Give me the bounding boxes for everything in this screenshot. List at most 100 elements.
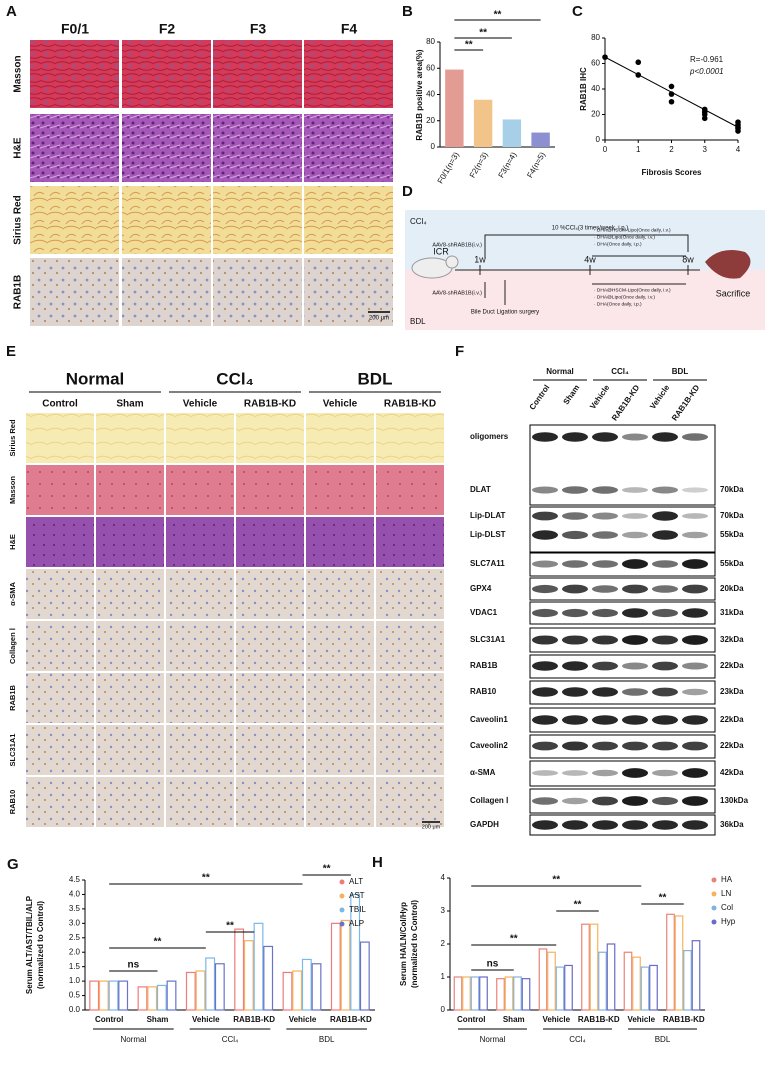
micrograph	[96, 465, 164, 515]
group-header: CCl₄	[216, 369, 253, 388]
row-label: RAB10	[8, 790, 17, 815]
y-tick-label: 0.5	[69, 991, 81, 1000]
micrograph	[306, 413, 374, 463]
group-label: Normal	[480, 1035, 506, 1044]
row-label: Masson	[8, 476, 17, 504]
blot-band	[532, 770, 558, 776]
blot-size: 55kDa	[720, 530, 744, 539]
group-label: BDL	[319, 1035, 335, 1044]
group-label: BDL	[655, 1035, 671, 1044]
aav-label: AAV8-shRAB1B(i.v.)	[432, 242, 482, 248]
blot-size: 130kDa	[720, 796, 749, 805]
row-label: α-SMA	[8, 582, 17, 606]
y-tick-label: 3.5	[69, 904, 81, 913]
bar	[547, 951, 556, 1011]
row-label: Masson	[13, 55, 24, 92]
annotation: p<0.0001	[689, 67, 724, 76]
blot-band	[622, 584, 648, 594]
x-tick-label: Vehicle	[627, 1015, 655, 1024]
treatment: · DHA@Lipo(Once daily, i.v.)	[594, 294, 655, 300]
blot-band	[652, 608, 678, 618]
y-tick-label: 80	[426, 37, 435, 46]
x-tick-label: Control	[457, 1015, 485, 1024]
blot-band	[652, 635, 678, 645]
blot-band	[532, 584, 558, 594]
y-tick-label: 2	[441, 939, 446, 948]
bar	[445, 69, 464, 147]
point	[701, 115, 708, 122]
row-label: Collagen Ⅰ	[8, 628, 17, 664]
y-tick-label: 4	[441, 873, 446, 882]
row-label: Sirius Red	[13, 195, 24, 244]
blot-label: Collagen Ⅰ	[470, 796, 508, 805]
blot-label: oligomers	[470, 432, 509, 441]
y-tick-label: 0.0	[69, 1005, 81, 1014]
micrograph	[122, 114, 211, 182]
bar	[649, 964, 658, 1011]
column-label: F2	[159, 21, 176, 37]
blot-band	[622, 662, 648, 670]
legend-label: AST	[349, 891, 365, 900]
legend-swatch	[339, 907, 345, 913]
blot-label: GPX4	[470, 584, 492, 593]
point	[668, 98, 675, 105]
row-label: RAB1B	[13, 275, 24, 309]
significance-label: **	[465, 40, 473, 51]
aav-label: AAV8-shRAB1B(i.v.)	[432, 290, 482, 296]
micrograph	[376, 517, 444, 567]
micrograph	[236, 621, 304, 671]
legend-label: HA	[721, 875, 733, 884]
micrograph	[236, 777, 304, 827]
significance-label: ns	[127, 960, 139, 971]
y-axis-label: RAB1B IHC	[579, 67, 588, 111]
group-header: Normal	[66, 369, 125, 388]
panel-label: H	[372, 854, 383, 871]
y-axis-label: Serum ALT/AST/TBIL/ALP	[25, 895, 34, 994]
bar	[253, 922, 264, 1011]
blot-band	[652, 585, 678, 593]
blot-band	[532, 511, 558, 521]
group-header: Normal	[546, 367, 574, 376]
blot-band	[562, 741, 588, 751]
blot-band	[592, 585, 618, 593]
legend-label: LN	[721, 889, 731, 898]
x-tick-label: Vehicle	[192, 1015, 220, 1024]
blot-band	[682, 796, 708, 806]
blot-band	[562, 486, 588, 494]
micrograph	[96, 569, 164, 619]
row-label: RAB1B	[8, 685, 17, 711]
panel-label: F	[455, 343, 464, 360]
sacrifice-label: Sacrifice	[716, 288, 751, 298]
bar	[350, 893, 361, 1011]
micrograph	[304, 186, 393, 254]
blot-band	[682, 487, 708, 493]
x-axis-label: Fibrosis Scores	[641, 168, 702, 177]
column-label: Sham	[116, 399, 143, 410]
model-label: BDL	[410, 317, 426, 326]
micrograph	[30, 40, 119, 108]
micrograph	[166, 725, 234, 775]
ccl4-band	[405, 210, 765, 270]
micrograph	[96, 777, 164, 827]
blot-band	[682, 584, 708, 594]
micrograph	[26, 465, 94, 515]
blot-label: DLAT	[470, 485, 491, 494]
blot-label: RAB1B	[470, 661, 498, 670]
bar	[691, 940, 701, 1011]
x-tick-label: Sham	[503, 1015, 525, 1024]
blot-band	[622, 715, 648, 725]
bar	[598, 951, 607, 1011]
x-tick-label: F4(n=5)	[525, 150, 547, 179]
bar	[330, 922, 341, 1011]
blot-band	[592, 741, 618, 751]
y-axis-label: Serum HA/LN/Col/Hyp	[399, 902, 408, 986]
bar	[118, 980, 129, 1011]
blot-band	[652, 687, 678, 697]
bar	[640, 966, 650, 1011]
micrograph	[166, 517, 234, 567]
blot-band	[622, 796, 648, 806]
timepoint: 4w	[584, 254, 596, 264]
blot-band	[562, 608, 588, 618]
blot-band	[592, 531, 618, 539]
bar	[185, 971, 196, 1011]
